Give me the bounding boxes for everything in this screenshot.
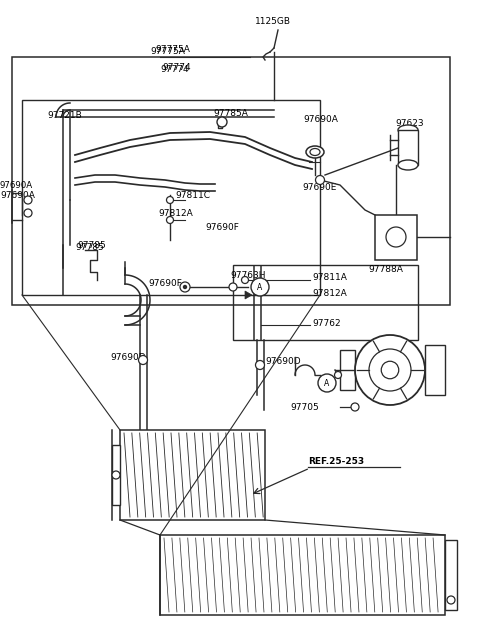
Text: 97690D: 97690D — [110, 353, 145, 362]
Text: 97690A: 97690A — [0, 191, 35, 199]
Circle shape — [251, 278, 269, 296]
Ellipse shape — [310, 148, 320, 155]
Text: REF.25-253: REF.25-253 — [308, 457, 364, 466]
Text: 97623: 97623 — [395, 119, 424, 127]
Text: 97690D: 97690D — [265, 358, 300, 367]
Circle shape — [315, 175, 324, 184]
Circle shape — [167, 216, 173, 223]
Text: 97701: 97701 — [375, 343, 404, 353]
Circle shape — [167, 196, 173, 204]
Ellipse shape — [398, 125, 418, 135]
Text: 97690A: 97690A — [303, 115, 338, 124]
Text: 97812A: 97812A — [158, 208, 193, 218]
Circle shape — [112, 471, 120, 479]
Bar — [340, 350, 355, 390]
Circle shape — [229, 283, 237, 291]
Polygon shape — [245, 291, 252, 299]
Text: 97788A: 97788A — [368, 266, 403, 274]
Circle shape — [139, 355, 147, 365]
Circle shape — [255, 360, 264, 370]
Circle shape — [24, 209, 32, 217]
Text: 97811A: 97811A — [312, 273, 347, 283]
Text: 97763H: 97763H — [230, 271, 265, 280]
Circle shape — [180, 282, 190, 292]
Text: 97812A: 97812A — [312, 290, 347, 298]
Circle shape — [318, 374, 336, 392]
Text: 97774: 97774 — [160, 66, 189, 74]
Bar — [160, 535, 445, 615]
Bar — [22, 100, 320, 295]
Ellipse shape — [398, 160, 418, 170]
Text: 1125GB: 1125GB — [255, 18, 291, 27]
Circle shape — [183, 285, 187, 288]
Bar — [425, 345, 445, 395]
Ellipse shape — [306, 146, 324, 158]
Text: 97690A: 97690A — [0, 180, 33, 189]
Text: 97785A: 97785A — [213, 109, 248, 117]
Circle shape — [381, 362, 399, 379]
Text: 97811C: 97811C — [175, 191, 210, 201]
Circle shape — [386, 227, 406, 247]
Bar — [398, 130, 418, 165]
Text: A: A — [324, 379, 330, 387]
Circle shape — [369, 349, 411, 391]
Bar — [12, 57, 450, 305]
Circle shape — [351, 403, 359, 411]
Text: 97785: 97785 — [75, 244, 104, 252]
Text: 97705: 97705 — [290, 403, 319, 413]
Circle shape — [24, 196, 32, 204]
Text: A: A — [257, 283, 263, 292]
Text: 97690F: 97690F — [205, 223, 239, 232]
Bar — [445, 540, 457, 610]
Circle shape — [447, 596, 455, 604]
Text: 97785: 97785 — [77, 240, 106, 249]
Circle shape — [217, 117, 227, 127]
Text: 97775A: 97775A — [150, 47, 185, 57]
Text: 97690E: 97690E — [302, 184, 336, 192]
Bar — [120, 430, 265, 520]
Bar — [233, 265, 418, 340]
Text: 97775A: 97775A — [155, 45, 190, 54]
Text: 97721B: 97721B — [47, 110, 82, 119]
Bar — [112, 445, 120, 505]
Text: 97774: 97774 — [162, 64, 191, 73]
Circle shape — [241, 276, 249, 283]
Text: 97762: 97762 — [312, 319, 341, 327]
Circle shape — [335, 372, 341, 379]
Text: 97690F: 97690F — [148, 278, 182, 288]
Bar — [375, 215, 417, 260]
Circle shape — [355, 335, 425, 405]
